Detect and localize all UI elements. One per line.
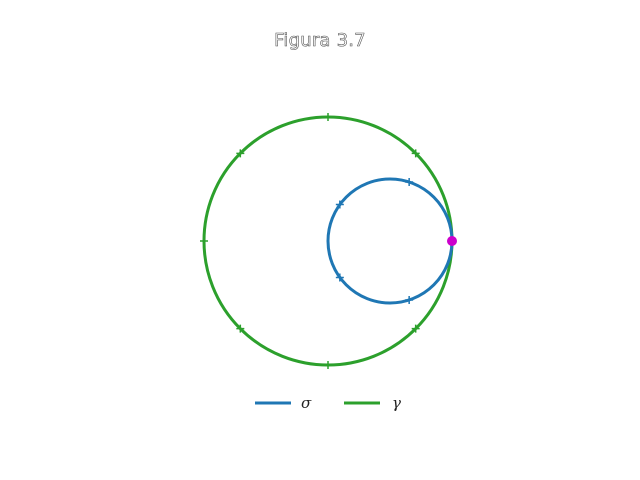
legend-gamma-label: γ: [392, 394, 401, 412]
tick-gamma-1: [411, 149, 420, 158]
curve-sigma: [326, 177, 454, 305]
marked-point: [447, 236, 457, 246]
legend: σ γ: [255, 394, 401, 412]
figure-title: Figura 3.7: [274, 30, 366, 52]
tick-gamma-3: [236, 149, 245, 158]
tick-gamma-6: [324, 361, 332, 369]
tick-sigma-4: [405, 295, 414, 304]
tick-gamma-4: [200, 237, 208, 245]
curves-group: [200, 113, 457, 369]
tick-gamma-5: [236, 324, 245, 333]
legend-sigma-label: σ: [301, 394, 312, 412]
tick-gamma-2: [324, 113, 332, 121]
tick-sigma-3: [335, 273, 344, 282]
tick-gamma-7: [411, 324, 420, 333]
tick-sigma-1: [405, 178, 414, 187]
tick-sigma-2: [335, 200, 344, 209]
